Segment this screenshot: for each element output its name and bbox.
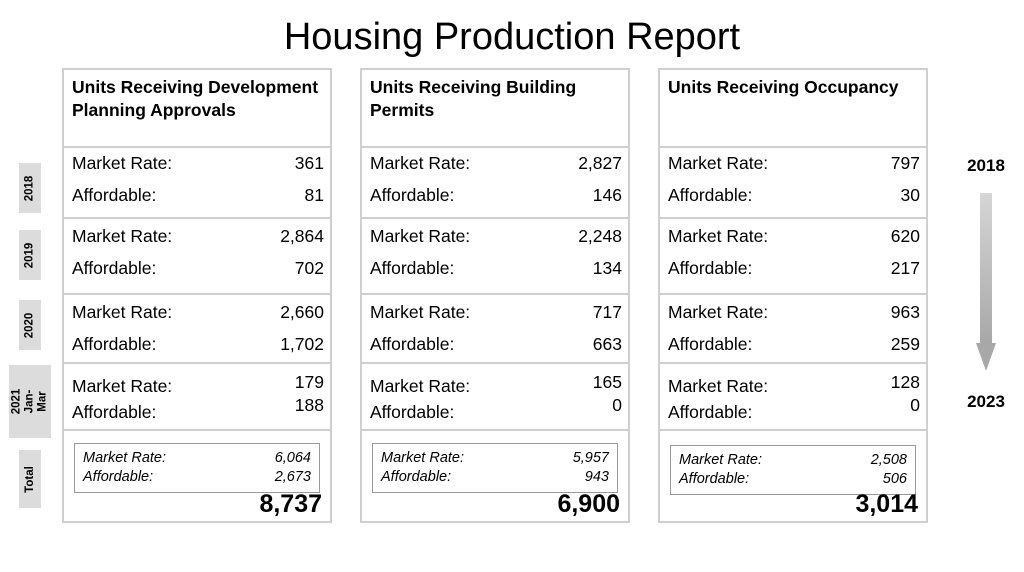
total-breakdown-box: Market Rate: 6,064 Affordable: 2,673 (74, 443, 320, 493)
row-label-2019: 2019 (19, 230, 41, 280)
grand-total: 3,014 (855, 490, 918, 518)
panel-planning-approvals: Units Receiving Development Planning App… (62, 68, 332, 523)
year-block-2019: Market Rate: 2,864 Affordable: 702 (64, 219, 330, 295)
year-block-2018: Market Rate: 797 Affordable: 30 (660, 148, 926, 219)
panel-building-permits: Units Receiving Building Permits Market … (360, 68, 630, 523)
total-breakdown-box: Market Rate: 5,957 Affordable: 943 (372, 443, 618, 493)
total-block: Market Rate: 5,957 Affordable: 943 6,900 (362, 431, 628, 521)
panel-header: Units Receiving Occupancy (660, 70, 926, 148)
year-block-2019: Market Rate: 2,248 Affordable: 134 (362, 219, 628, 295)
page-title: Housing Production Report (283, 16, 741, 58)
year-block-2020: Market Rate: 963 Affordable: 259 (660, 295, 926, 364)
timeline-start-year: 2018 (967, 156, 1005, 175)
row-label-total: Total (19, 450, 41, 508)
year-block-2020: Market Rate: 2,660 Affordable: 1,702 (64, 295, 330, 364)
year-block-2021: Market Rate: 165 Affordable: 0 (362, 364, 628, 431)
arrow-shaft (980, 193, 992, 343)
year-block-2020: Market Rate: 717 Affordable: 663 (362, 295, 628, 364)
arrow-head (976, 343, 996, 371)
year-block-2018: Market Rate: 2,827 Affordable: 146 (362, 148, 628, 219)
year-block-2021: Market Rate: 128 Affordable: 0 (660, 364, 926, 431)
timeline-end-year: 2023 (967, 392, 1005, 411)
total-breakdown-box: Market Rate: 2,508 Affordable: 506 (670, 445, 916, 495)
panel-occupancy: Units Receiving Occupancy Market Rate: 79… (658, 68, 928, 523)
panel-header: Units Receiving Building Permits (362, 70, 628, 148)
year-block-2021: Market Rate: 179 Affordable: 188 (64, 364, 330, 431)
panel-header: Units Receiving Development Planning App… (64, 70, 330, 148)
year-block-2019: Market Rate: 620 Affordable: 217 (660, 219, 926, 295)
year-block-2018: Market Rate: 361 Affordable: 81 (64, 148, 330, 219)
row-label-2020: 2020 (19, 300, 41, 350)
row-label-2021: 2021 Jan-Mar (9, 365, 51, 438)
total-block: Market Rate: 2,508 Affordable: 506 3,014 (660, 431, 926, 521)
total-block: Market Rate: 6,064 Affordable: 2,673 8,737 (64, 431, 330, 521)
row-label-2018: 2018 (19, 163, 41, 213)
grand-total: 8,737 (259, 490, 322, 518)
grand-total: 6,900 (557, 490, 620, 518)
